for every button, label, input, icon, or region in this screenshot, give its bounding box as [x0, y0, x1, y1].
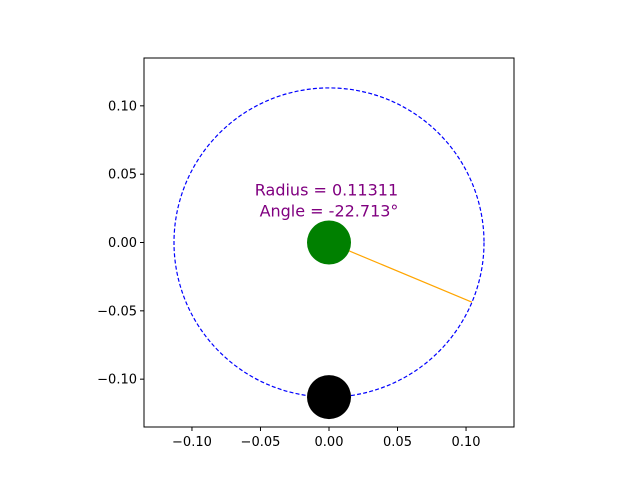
y-tick-label: 0.10	[108, 99, 137, 114]
plot-marks	[173, 87, 485, 420]
axes-frame	[143, 57, 515, 428]
x-tick-label: 0.10	[452, 435, 481, 450]
x-tick-label: −0.10	[172, 435, 212, 450]
y-tick-label: −0.05	[97, 304, 137, 319]
radius-line	[328, 241, 473, 303]
annotation-radius: Radius = 0.11311	[255, 180, 398, 199]
y-tick-label: −0.10	[97, 373, 137, 388]
annotation-angle: Angle = -22.713°	[260, 201, 399, 220]
y-tick-label: 0.05	[108, 168, 137, 183]
bottom-point	[307, 375, 351, 420]
annotation-text: Radius = 0.11311 Angle = -22.713°	[255, 180, 403, 220]
x-tick-label: 0.05	[383, 435, 412, 450]
y-tick-label: 0.00	[108, 236, 137, 251]
center-point	[307, 220, 351, 265]
x-tick-label: 0.00	[315, 435, 344, 450]
axis-ticks: −0.10 −0.05 0.00 0.05 0.10 0.10 0.05 0.00 −0.05 −…	[97, 99, 480, 450]
x-tick-label: −0.05	[241, 435, 281, 450]
